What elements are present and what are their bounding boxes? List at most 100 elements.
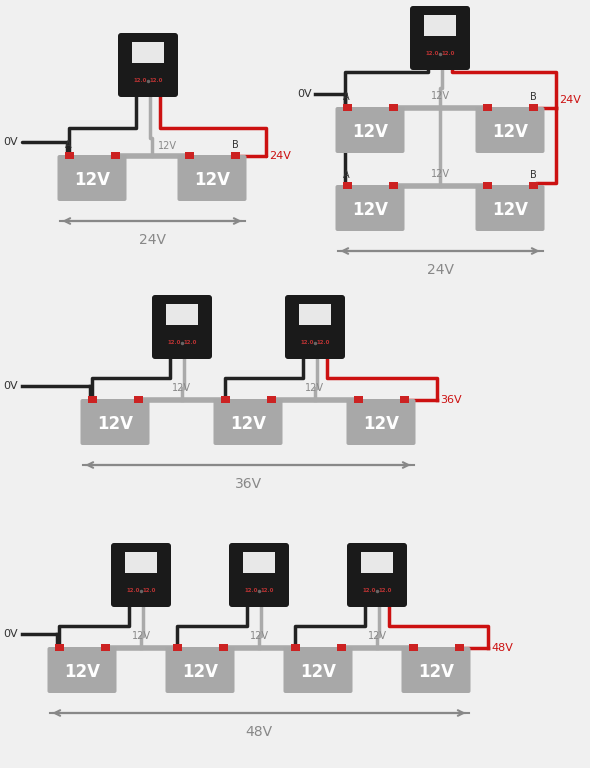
FancyBboxPatch shape: [476, 107, 545, 153]
Text: 12V: 12V: [492, 123, 528, 141]
Text: 36V: 36V: [441, 395, 462, 405]
Text: 0V: 0V: [4, 137, 18, 147]
Text: 12V: 12V: [97, 415, 133, 433]
Text: 0V: 0V: [4, 629, 18, 639]
Bar: [231, 152, 240, 159]
FancyBboxPatch shape: [285, 295, 345, 359]
Bar: [529, 104, 537, 111]
Bar: [336, 644, 346, 651]
Text: 12.0: 12.0: [300, 340, 314, 345]
FancyBboxPatch shape: [166, 647, 234, 693]
Text: 24V: 24V: [270, 151, 291, 161]
Text: 24V: 24V: [559, 95, 581, 105]
Text: 48V: 48V: [491, 643, 513, 653]
Bar: [529, 182, 537, 189]
Bar: [424, 15, 456, 36]
Bar: [221, 396, 230, 403]
Text: 12.0: 12.0: [244, 588, 258, 593]
Text: 12V: 12V: [431, 169, 450, 179]
Bar: [267, 396, 276, 403]
Text: 12.0: 12.0: [425, 51, 439, 56]
Bar: [408, 644, 418, 651]
Text: 12V: 12V: [172, 383, 191, 393]
Bar: [388, 182, 398, 189]
Text: 36V: 36V: [234, 477, 261, 491]
FancyBboxPatch shape: [214, 399, 283, 445]
FancyBboxPatch shape: [402, 647, 470, 693]
Text: 12V: 12V: [132, 631, 150, 641]
Text: 12V: 12V: [352, 123, 388, 141]
Text: 12V: 12V: [300, 663, 336, 681]
Bar: [343, 182, 352, 189]
Text: 12V: 12V: [431, 91, 450, 101]
Bar: [399, 396, 408, 403]
Text: 12.0: 12.0: [378, 588, 392, 593]
Text: 12.0: 12.0: [316, 340, 330, 345]
Bar: [388, 104, 398, 111]
Text: 12.0: 12.0: [133, 78, 147, 83]
Text: A: A: [343, 170, 350, 180]
FancyBboxPatch shape: [410, 6, 470, 70]
Bar: [483, 104, 491, 111]
Text: 0V: 0V: [297, 89, 312, 99]
Text: A: A: [65, 140, 72, 150]
Bar: [100, 644, 110, 651]
FancyBboxPatch shape: [346, 399, 415, 445]
Text: 12V: 12V: [74, 171, 110, 189]
FancyBboxPatch shape: [476, 185, 545, 231]
Text: 12V: 12V: [194, 171, 230, 189]
Text: 12.0: 12.0: [362, 588, 376, 593]
FancyBboxPatch shape: [336, 107, 405, 153]
Text: 12.0: 12.0: [441, 51, 455, 56]
Text: 24V: 24V: [139, 233, 166, 247]
Bar: [361, 552, 393, 573]
Bar: [125, 552, 157, 573]
Bar: [290, 644, 300, 651]
Text: B: B: [530, 92, 537, 102]
FancyBboxPatch shape: [111, 543, 171, 607]
Text: 12V: 12V: [492, 201, 528, 219]
Bar: [218, 644, 228, 651]
Text: 12V: 12V: [64, 663, 100, 681]
Text: 12V: 12V: [182, 663, 218, 681]
Bar: [299, 304, 331, 325]
Text: 48V: 48V: [245, 725, 273, 739]
FancyBboxPatch shape: [152, 295, 212, 359]
Bar: [133, 396, 143, 403]
Text: 12V: 12V: [352, 201, 388, 219]
Text: 12.0: 12.0: [149, 78, 163, 83]
FancyBboxPatch shape: [347, 543, 407, 607]
Text: B: B: [530, 170, 537, 180]
Bar: [54, 644, 64, 651]
Bar: [172, 644, 182, 651]
Bar: [87, 396, 97, 403]
Text: A: A: [343, 92, 350, 102]
Bar: [243, 552, 275, 573]
Text: 12V: 12V: [230, 415, 266, 433]
Text: 24V: 24V: [427, 263, 454, 277]
Text: 12.0: 12.0: [126, 588, 140, 593]
FancyBboxPatch shape: [57, 155, 126, 201]
Bar: [64, 152, 74, 159]
Text: B: B: [232, 140, 239, 150]
Text: 12V: 12V: [250, 631, 268, 641]
Text: 12V: 12V: [305, 383, 324, 393]
FancyBboxPatch shape: [48, 647, 116, 693]
Bar: [454, 644, 464, 651]
Bar: [185, 152, 194, 159]
Bar: [483, 182, 491, 189]
Bar: [353, 396, 362, 403]
FancyBboxPatch shape: [178, 155, 247, 201]
Text: 12V: 12V: [158, 141, 177, 151]
Text: 12V: 12V: [368, 631, 386, 641]
Text: 12.0: 12.0: [142, 588, 156, 593]
FancyBboxPatch shape: [284, 647, 352, 693]
Text: 12.0: 12.0: [183, 340, 196, 345]
Bar: [343, 104, 352, 111]
Text: 12.0: 12.0: [260, 588, 274, 593]
Bar: [132, 42, 164, 63]
Text: 0V: 0V: [4, 381, 18, 391]
FancyBboxPatch shape: [336, 185, 405, 231]
Bar: [166, 304, 198, 325]
FancyBboxPatch shape: [229, 543, 289, 607]
